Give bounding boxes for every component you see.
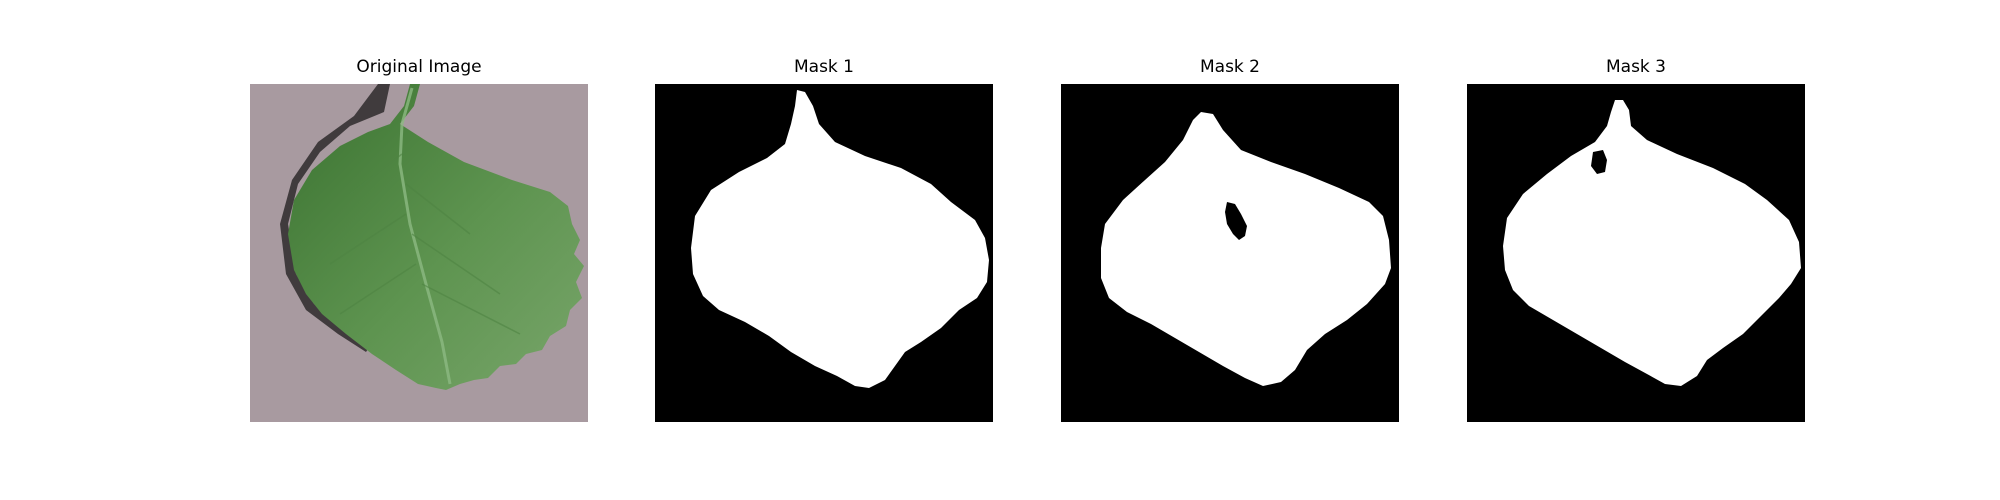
panel-mask-2: Mask 2 xyxy=(1061,0,1399,430)
panel-original-image: Original Image xyxy=(250,0,588,430)
panel-title-mask-2: Mask 2 xyxy=(1199,57,1260,77)
mask-2-image xyxy=(1061,84,1399,422)
panel-title-mask-1: Mask 1 xyxy=(793,57,854,77)
panel-mask-1: Mask 1 xyxy=(655,0,993,430)
original-leaf-photo xyxy=(250,84,588,422)
panel-mask-3: Mask 3 xyxy=(1467,0,1805,430)
panel-title-mask-3: Mask 3 xyxy=(1605,57,1666,77)
panel-title-original: Original Image xyxy=(356,57,482,77)
mask-3-image xyxy=(1467,84,1805,422)
mask-1-image xyxy=(655,84,993,422)
